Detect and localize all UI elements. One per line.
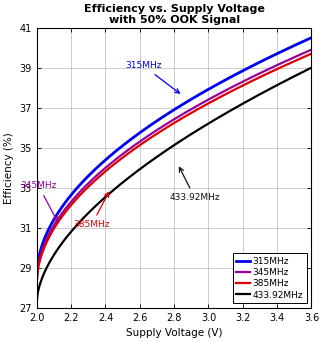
433.92MHz [124, 177, 128, 182]
Text: 345MHz: 345MHz [20, 181, 57, 221]
385MHz [233, 87, 237, 91]
433.92MHz [35, 300, 39, 304]
433.92MHz [309, 66, 313, 70]
Line: 345MHz: 345MHz [37, 50, 311, 280]
345MHz [309, 48, 313, 52]
345MHz [35, 278, 39, 282]
385MHz [68, 205, 72, 209]
385MHz [208, 101, 212, 105]
315MHz [68, 195, 72, 199]
345MHz [234, 83, 238, 87]
315MHz [234, 72, 238, 76]
Line: 385MHz: 385MHz [37, 54, 311, 283]
345MHz [208, 97, 212, 101]
Legend: 315MHz, 345MHz, 385MHz, 433.92MHz: 315MHz, 345MHz, 385MHz, 433.92MHz [233, 253, 307, 303]
433.92MHz [234, 105, 238, 109]
Text: 385MHz: 385MHz [74, 193, 110, 229]
433.92MHz [233, 106, 237, 110]
Text: 433.92MHz: 433.92MHz [170, 167, 220, 202]
Line: 315MHz: 315MHz [37, 38, 311, 276]
385MHz [124, 153, 128, 157]
315MHz [208, 87, 212, 91]
385MHz [144, 139, 148, 143]
315MHz [233, 73, 237, 77]
315MHz [309, 36, 313, 40]
385MHz [309, 52, 313, 56]
345MHz [124, 149, 128, 153]
315MHz [124, 141, 128, 145]
385MHz [234, 87, 238, 91]
X-axis label: Supply Voltage (V): Supply Voltage (V) [126, 328, 223, 338]
Title: Efficiency vs. Supply Voltage
with 50% OOK Signal: Efficiency vs. Supply Voltage with 50% O… [84, 4, 265, 26]
315MHz [144, 127, 148, 131]
345MHz [233, 83, 237, 88]
315MHz [35, 274, 39, 278]
433.92MHz [68, 231, 72, 235]
Y-axis label: Efficiency (%): Efficiency (%) [4, 132, 14, 203]
385MHz [35, 281, 39, 285]
433.92MHz [144, 163, 148, 167]
433.92MHz [208, 121, 212, 125]
Text: 315MHz: 315MHz [125, 61, 179, 93]
Line: 433.92MHz: 433.92MHz [37, 68, 311, 302]
345MHz [68, 201, 72, 205]
345MHz [144, 135, 148, 140]
